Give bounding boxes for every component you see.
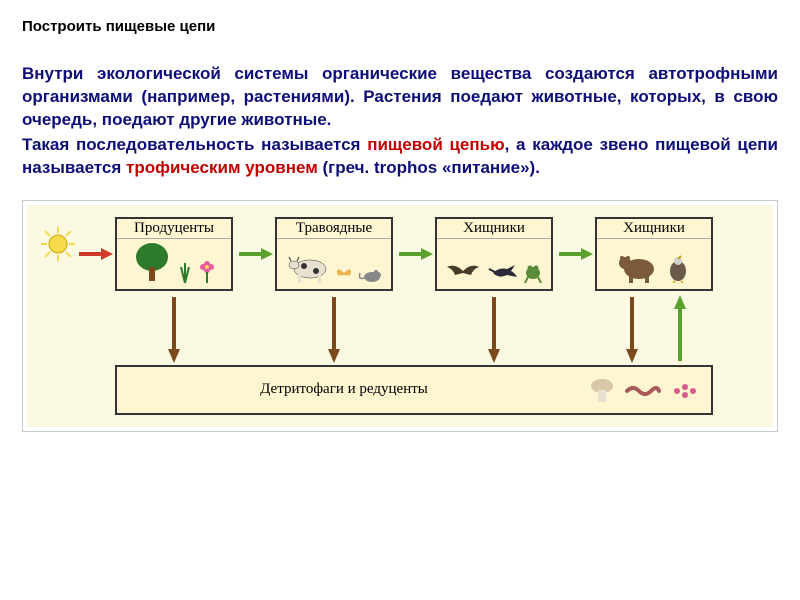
mouse-icon xyxy=(358,265,382,283)
arrow-down-predators2 xyxy=(623,295,641,363)
herbivores-icons xyxy=(277,239,391,285)
box-predators1: Хищники xyxy=(435,217,553,291)
box-producers: Продуценты xyxy=(115,217,233,291)
tree-icon xyxy=(132,241,172,283)
page-title: Построить пищевые цепи xyxy=(22,18,778,35)
eagle-icon xyxy=(663,251,693,283)
arrow-down-herbivores xyxy=(325,295,343,363)
box-detritus: Детритофаги и редуценты xyxy=(115,365,713,415)
detritus-icons xyxy=(589,376,711,404)
label-predators2: Хищники xyxy=(597,219,711,239)
p2-hl1: пищевой цепью xyxy=(367,135,504,154)
predators1-icons xyxy=(437,239,551,285)
p2a: Такая последовательность называется xyxy=(22,135,367,154)
intro-paragraph-2: Такая последовательность называется пище… xyxy=(22,134,778,180)
arrow-down-predators1 xyxy=(485,295,503,363)
label-producers: Продуценты xyxy=(117,219,231,239)
arrow-herbivores-predators1 xyxy=(397,245,433,263)
box-herbivores: Травоядные xyxy=(275,217,393,291)
cow-icon xyxy=(286,251,330,283)
mushroom-icon xyxy=(589,376,615,404)
producers-icons xyxy=(117,239,231,285)
p1-text: Внутри экологической системы органически… xyxy=(22,64,778,129)
bird-icon xyxy=(485,259,519,283)
bear-icon xyxy=(615,247,659,283)
bat-icon xyxy=(445,259,481,283)
butterfly-icon xyxy=(334,263,354,283)
sun-icon xyxy=(39,225,77,263)
p2c: (греч. trophos «питание»). xyxy=(318,158,540,177)
predators2-icons xyxy=(597,239,711,285)
flower-icon xyxy=(198,257,216,283)
worm-icon xyxy=(625,383,661,397)
label-herbivores: Травоядные xyxy=(277,219,391,239)
frog-icon xyxy=(523,255,543,283)
arrow-sun-producers xyxy=(77,245,113,263)
diagram-frame: Продуценты Травоядные Хищники Хищники xyxy=(22,200,778,432)
arrow-up-detritus-predators2 xyxy=(671,295,689,363)
label-predators1: Хищники xyxy=(437,219,551,239)
bacteria-icon xyxy=(671,381,699,399)
food-chain-diagram: Продуценты Травоядные Хищники Хищники xyxy=(27,205,773,427)
grass-icon xyxy=(176,255,194,283)
p2-hl2: трофическим уровнем xyxy=(126,158,318,177)
label-detritus: Детритофаги и редуценты xyxy=(117,381,571,398)
arrow-producers-herbivores xyxy=(237,245,273,263)
intro-paragraph-1: Внутри экологической системы органически… xyxy=(22,63,778,132)
box-predators2: Хищники xyxy=(595,217,713,291)
arrow-predators1-predators2 xyxy=(557,245,593,263)
arrow-down-producers xyxy=(165,295,183,363)
